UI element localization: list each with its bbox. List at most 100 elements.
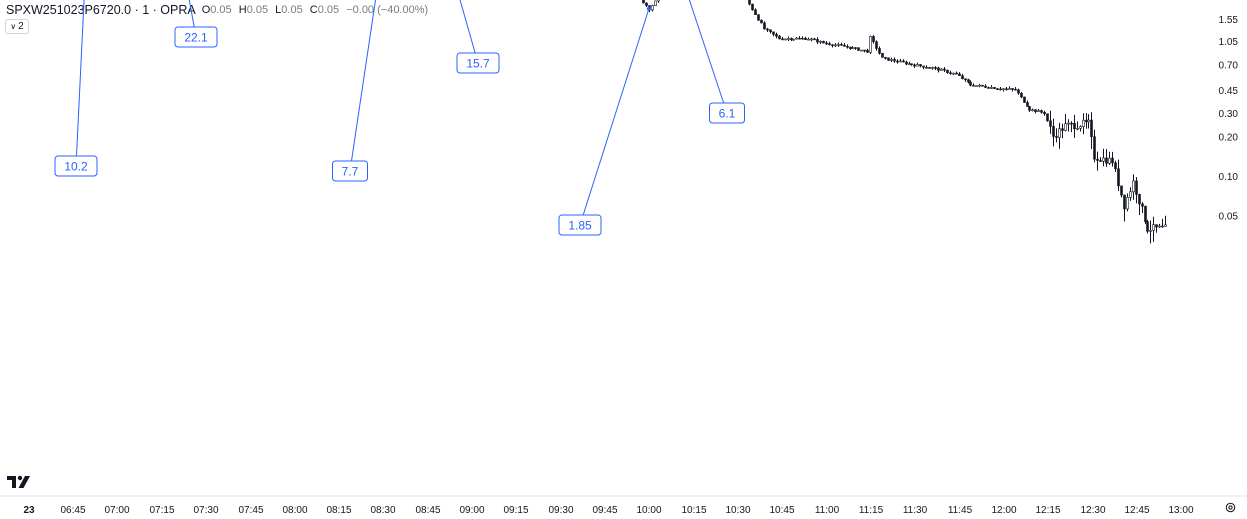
chevron-down-icon: ∨ bbox=[10, 21, 17, 31]
candle-body bbox=[1017, 89, 1020, 94]
candle-body bbox=[766, 28, 769, 31]
callout-label: 6.1 bbox=[719, 107, 736, 121]
candle-body bbox=[949, 72, 952, 74]
candle-body bbox=[810, 38, 813, 41]
candle-body bbox=[795, 37, 798, 40]
x-tick-label: 10:45 bbox=[769, 505, 794, 516]
candles-layer bbox=[642, 0, 1167, 244]
candle-body bbox=[1114, 162, 1117, 170]
candle-body bbox=[843, 44, 846, 47]
x-tick-label: 10:30 bbox=[725, 505, 750, 516]
candle-body bbox=[772, 31, 775, 35]
candle-body bbox=[967, 79, 970, 83]
callout-leader-line bbox=[579, 8, 650, 226]
candle-body bbox=[943, 68, 946, 71]
candle-body bbox=[1096, 158, 1099, 161]
low-label: L bbox=[275, 4, 282, 16]
candle-body bbox=[1149, 229, 1152, 232]
candle-body bbox=[757, 14, 760, 21]
candle-body bbox=[1014, 88, 1017, 91]
candle-body bbox=[1073, 122, 1076, 130]
candle-body bbox=[1090, 119, 1093, 137]
candle-body bbox=[1043, 112, 1046, 115]
candle-body bbox=[1061, 128, 1064, 131]
callouts-layer: 22.1 10.2 7.7 15.7 1.85 6.1 bbox=[54, 0, 745, 236]
x-tick-label: 07:45 bbox=[238, 505, 263, 516]
x-tick-label: 10:15 bbox=[681, 505, 706, 516]
y-tick-label: 1.05 bbox=[1219, 37, 1239, 48]
x-tick-label: 09:15 bbox=[503, 505, 528, 516]
candle-body bbox=[1052, 126, 1055, 137]
x-tick-label: 12:45 bbox=[1124, 505, 1149, 516]
candle-body bbox=[996, 88, 999, 91]
candle-body bbox=[981, 84, 984, 87]
candle-body bbox=[905, 61, 908, 65]
open-value: 0.05 bbox=[210, 4, 232, 16]
candle-body bbox=[913, 64, 916, 67]
callout-box[interactable] bbox=[709, 102, 745, 124]
indicator-count: 2 bbox=[18, 21, 24, 32]
x-tick-label: 09:00 bbox=[459, 505, 484, 516]
candle-body bbox=[958, 73, 961, 77]
callout-box[interactable] bbox=[332, 160, 368, 182]
candle-body bbox=[899, 60, 902, 63]
candle-body bbox=[784, 38, 787, 41]
change-value: −0.00 (−40.00%) bbox=[346, 4, 429, 16]
candle-body bbox=[1037, 110, 1040, 112]
candle-body bbox=[875, 41, 878, 49]
candle-body bbox=[925, 67, 928, 69]
y-tick-label: 0.30 bbox=[1219, 109, 1239, 120]
x-tick-label: 11:00 bbox=[815, 505, 840, 516]
candle-body bbox=[775, 33, 778, 37]
candle-body bbox=[866, 49, 869, 53]
candle-body bbox=[807, 38, 810, 41]
candle-body bbox=[1049, 120, 1052, 127]
candle-body bbox=[910, 63, 913, 66]
time-axis: 23 06:45 07:00 07:15 07:30 07:45 08:00 08:15 08:… bbox=[0, 495, 1247, 516]
callout-label: 22.1 bbox=[184, 31, 208, 45]
candle-body bbox=[822, 40, 825, 44]
x-tick-label: 12:15 bbox=[1035, 505, 1060, 516]
x-tick-label: 06:45 bbox=[60, 505, 85, 516]
candle-body bbox=[987, 87, 990, 89]
x-tick-label: 09:45 bbox=[592, 505, 617, 516]
candle-body bbox=[1161, 225, 1164, 228]
x-tick-day-label: 23 bbox=[23, 505, 35, 516]
x-tick-label: 10:00 bbox=[636, 505, 661, 516]
candle-body bbox=[928, 67, 931, 69]
callout-anchor-dot bbox=[646, 6, 651, 11]
callout-leader-line bbox=[688, 0, 728, 114]
collapse-indicators-button[interactable]: ∨ 2 bbox=[5, 19, 29, 34]
candle-body bbox=[993, 87, 996, 90]
symbol-title[interactable]: SPXW251023P6720.0 · 1 · OPRA bbox=[6, 3, 196, 17]
candle-body bbox=[978, 84, 981, 87]
candle-body bbox=[878, 48, 881, 54]
candle-body bbox=[990, 87, 993, 89]
callout-box[interactable] bbox=[558, 214, 602, 236]
candle-body bbox=[1108, 157, 1111, 164]
candle-body bbox=[881, 52, 884, 58]
callout-box[interactable] bbox=[54, 155, 98, 177]
candle-body bbox=[931, 67, 934, 69]
candle-body bbox=[1082, 119, 1085, 127]
callout-box[interactable] bbox=[174, 26, 218, 48]
gear-icon[interactable] bbox=[1224, 501, 1237, 514]
candle-body bbox=[751, 3, 754, 11]
price-axis: 48.030.520.513.58.55.53.82.551.551.050.7… bbox=[1219, 15, 1239, 223]
x-tick-label: 09:30 bbox=[548, 505, 573, 516]
x-tick-label: 07:00 bbox=[104, 505, 129, 516]
candle-body bbox=[840, 44, 843, 46]
candle-body bbox=[1034, 109, 1037, 112]
y-tick-label: 0.45 bbox=[1219, 86, 1239, 97]
tradingview-logo[interactable] bbox=[6, 474, 32, 490]
low-value: 0.05 bbox=[281, 4, 303, 16]
candle-body bbox=[1129, 191, 1132, 198]
callout-box[interactable] bbox=[456, 52, 500, 74]
candle-body bbox=[792, 38, 795, 41]
candle-body bbox=[1126, 197, 1129, 210]
x-tick-label: 11:30 bbox=[903, 505, 928, 516]
candle-body bbox=[984, 85, 987, 88]
candle-body bbox=[778, 35, 781, 40]
candle-body bbox=[642, 0, 645, 4]
